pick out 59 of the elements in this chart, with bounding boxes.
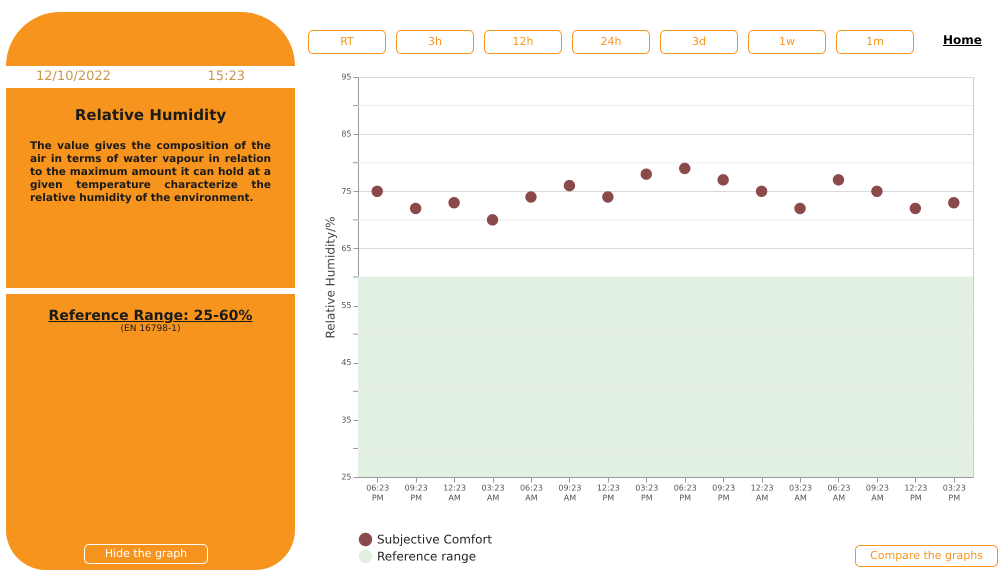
text: The value gives the composition of the air in terms of water vapour in relation to the maximum amount it can hold at a given temperature characterize the relative humidity of the environment. <box>30 140 271 205</box>
y-tick-label: 25 <box>341 472 352 482</box>
text: 1m <box>836 30 914 54</box>
text: Hide the graph <box>84 544 208 564</box>
y-axis-title: Relative Humidity/% <box>323 216 338 339</box>
x-tick-label: 09:23 PM <box>404 484 428 502</box>
point <box>832 174 844 186</box>
x-tick-label: 03:23 AM <box>482 484 505 502</box>
x-tick-label: 06:23 AM <box>827 484 850 502</box>
point <box>410 202 422 214</box>
text: 15:23 <box>208 68 245 86</box>
text: 12h <box>484 30 562 54</box>
x-tick-label: 03:23 AM <box>789 484 812 502</box>
x-tick-label: 03:23 PM <box>942 484 966 502</box>
text: 24h <box>572 30 650 54</box>
point <box>679 162 690 174</box>
x-tick-label: 03:23 PM <box>635 484 658 502</box>
point <box>717 174 729 186</box>
point <box>564 180 576 192</box>
y-tick-label: 55 <box>341 301 352 310</box>
point <box>794 202 806 214</box>
x-tick-label: 09:23 PM <box>712 484 736 502</box>
text: Relative Humidity <box>74 106 228 124</box>
text: 3d <box>660 30 738 54</box>
x-tick-label: 09:23 AM <box>866 484 889 502</box>
point <box>525 191 537 203</box>
point <box>871 186 883 197</box>
y-tick-label: 35 <box>341 415 352 424</box>
legend-label: Subjective Comfort <box>377 532 492 546</box>
point <box>756 186 768 197</box>
text: 3h <box>396 30 474 54</box>
y-tick-label: 45 <box>341 358 352 368</box>
y-tick-label: 65 <box>341 244 352 253</box>
text: 1w <box>748 30 826 54</box>
x-tick-label: 12:23 PM <box>596 484 620 502</box>
y-tick-label: 75 <box>341 186 352 196</box>
point <box>448 197 460 208</box>
x-tick-label: 12:23 AM <box>443 484 466 502</box>
text: Compare the graphs <box>855 545 998 567</box>
x-tick-label: 06:23 PM <box>366 484 390 502</box>
x-tick-label: 09:23 AM <box>558 484 582 502</box>
text: RT <box>308 30 386 54</box>
legend-label: Reference range <box>377 550 476 564</box>
x-tick-label: 12:23 PM <box>904 484 928 502</box>
point <box>486 214 498 226</box>
x-tick-label: 06:23 AM <box>520 484 543 502</box>
point <box>910 202 922 214</box>
text: 12/10/2022 <box>36 68 111 86</box>
point <box>948 197 960 208</box>
text: Home <box>943 33 982 47</box>
point <box>372 186 383 197</box>
y-tick-label: 95 <box>341 72 352 82</box>
y-tick-label: 85 <box>341 130 352 139</box>
point <box>602 191 614 203</box>
x-tick-label: 12:23 AM <box>750 484 774 502</box>
point <box>640 168 652 180</box>
text: (EN 16798-1) <box>120 324 182 334</box>
text: Reference Range: 25-60% <box>48 308 254 324</box>
x-tick-label: 06:23 PM <box>674 484 697 502</box>
